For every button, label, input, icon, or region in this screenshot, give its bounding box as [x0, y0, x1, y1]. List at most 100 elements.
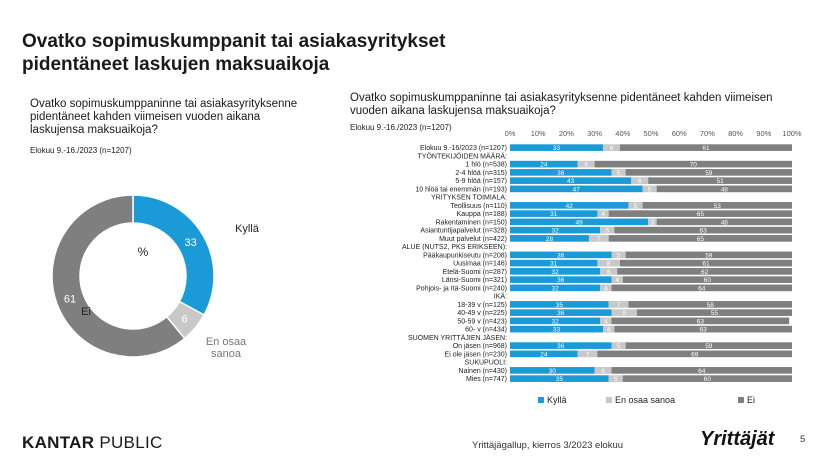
- bar-kylla: [510, 202, 629, 209]
- row-label: Mies (n=747): [466, 376, 507, 383]
- x-tick-label: 40%: [615, 129, 630, 138]
- bar-value-en-osaa-sanoa: 8: [607, 261, 611, 268]
- bar-ei: [611, 317, 790, 325]
- bar-en-osaa-sanoa: [577, 350, 598, 358]
- bar-value-en-osaa-sanoa: 5: [617, 170, 621, 177]
- donut-value-kylla: 33: [185, 237, 197, 249]
- bar-value-ei: 51: [716, 178, 724, 185]
- bar-value-en-osaa-sanoa: 9: [622, 310, 626, 317]
- bar-value-ei: 53: [714, 203, 722, 210]
- bar-value-ei: 62: [701, 269, 709, 276]
- bar-value-ei: 48: [721, 219, 729, 226]
- donut-value-ei: 61: [64, 294, 76, 306]
- legend-swatch-kylla: [538, 397, 544, 403]
- bar-en-osaa-sanoa: [603, 144, 620, 151]
- row-label: Teollisuus (n=110): [451, 203, 508, 210]
- bar-en-osaa-sanoa: [597, 259, 620, 267]
- bar-ei: [625, 251, 792, 259]
- bar-value-kylla: 32: [552, 269, 560, 276]
- donut-label-en-osaa-sanoa: En osaa sanoa: [206, 336, 247, 360]
- page-number: 5: [800, 434, 806, 445]
- row-label: 40-49 v (n=225): [457, 310, 507, 317]
- bar-kylla: [510, 367, 595, 374]
- row-label: On jäsen (n=968): [453, 343, 507, 350]
- bar-value-kylla: 36: [557, 170, 565, 177]
- bar-value-en-osaa-sanoa: 4: [607, 327, 611, 334]
- left-subtitle: Elokuu 9.-16./2023 (n=1207): [30, 146, 132, 155]
- bar-ei: [648, 177, 792, 184]
- row-label: 5-9 hlöä (n=157): [455, 178, 507, 185]
- row-label: Uusimaa (n=146): [453, 261, 507, 268]
- x-tick-label: 10%: [531, 129, 546, 138]
- bar-en-osaa-sanoa: [577, 160, 595, 168]
- bar-value-ei: 61: [702, 261, 710, 268]
- bar-value-kylla: 47: [573, 186, 581, 193]
- bar-ei: [611, 284, 792, 292]
- bar-value-en-osaa-sanoa: 5: [605, 228, 609, 235]
- bar-value-ei: 58: [707, 302, 715, 309]
- row-label: Rakentaminen (n=150): [436, 219, 507, 226]
- logo-public: PUBLIC: [99, 433, 163, 452]
- bar-value-ei: 64: [698, 368, 706, 375]
- x-tick-label: 80%: [728, 129, 743, 138]
- row-label: Nainen (n=430): [459, 368, 507, 375]
- bar-kylla: [510, 177, 632, 184]
- bar-value-kylla: 24: [540, 162, 548, 169]
- bar-en-osaa-sanoa: [588, 235, 609, 242]
- bar-kylla: [510, 375, 609, 382]
- legend-label-kylla: Kyllä: [547, 395, 567, 405]
- row-label: Etelä-Suomi (n=287): [443, 269, 507, 276]
- row-label: 1 hlö (n=538): [466, 162, 507, 169]
- bar-ei: [622, 276, 792, 283]
- bar-value-ei: 65: [697, 236, 705, 243]
- bar-value-en-osaa-sanoa: 7: [597, 236, 601, 243]
- bar-en-osaa-sanoa: [608, 375, 623, 382]
- yrittajat-logo: Yrittäjät: [700, 428, 775, 450]
- bar-value-en-osaa-sanoa: 4: [615, 277, 619, 284]
- bar-value-ei: 63: [697, 318, 705, 325]
- bar-value-en-osaa-sanoa: 4: [604, 318, 608, 325]
- bar-value-kylla: 24: [540, 351, 548, 358]
- bar-kylla: [510, 325, 604, 333]
- bar-value-kylla: 36: [557, 310, 565, 317]
- row-label: Elokuu 9.-16/2023 (n=1207): [420, 145, 507, 152]
- bar-en-osaa-sanoa: [611, 251, 626, 259]
- right-subtitle: Elokuu 9.-16./2023 (n=1207): [350, 123, 452, 132]
- logo-kantar: KANTAR: [22, 433, 95, 452]
- group-header-label: YRITYKSEN TOIMIALA:: [431, 195, 507, 202]
- bar-kylla: [510, 169, 612, 176]
- bar-kylla: [510, 350, 578, 358]
- page-title: Ovatko sopimuskumppanit tai asiakasyrity…: [22, 31, 446, 75]
- row-label: Ei ole jäsen (n=230): [445, 351, 507, 358]
- bar-kylla: [510, 284, 601, 292]
- bar-en-osaa-sanoa: [648, 218, 657, 226]
- legend-swatch-ei: [738, 397, 744, 403]
- bar-en-osaa-sanoa: [608, 301, 629, 308]
- bar-value-kylla: 36: [557, 252, 565, 259]
- group-header-label: TYÖNTEKIJÖIDEN MÄÄRÄ:: [418, 152, 508, 160]
- bar-en-osaa-sanoa: [600, 317, 612, 325]
- bar-value-kylla: 31: [550, 211, 558, 218]
- bar-kylla: [510, 259, 598, 267]
- bar-value-kylla: 32: [552, 285, 560, 292]
- row-label: 18-39 v (n=125): [457, 302, 507, 309]
- bar-en-osaa-sanoa: [631, 177, 649, 184]
- row-label: Kauppa (n=188): [457, 211, 507, 218]
- bar-value-en-osaa-sanoa: 5: [634, 203, 638, 210]
- bar-value-kylla: 33: [553, 145, 561, 152]
- bar-value-en-osaa-sanoa: 4: [604, 285, 608, 292]
- bar-ei: [614, 226, 792, 234]
- bar-value-en-osaa-sanoa: 3: [651, 219, 655, 226]
- bar-value-en-osaa-sanoa: 5: [617, 252, 621, 259]
- group-header-label: SUKUPUOLI:: [465, 360, 507, 367]
- bar-kylla: [510, 218, 649, 226]
- bar-value-ei: 63: [700, 327, 708, 334]
- bar-value-en-osaa-sanoa: 6: [607, 269, 611, 276]
- bar-ei: [619, 144, 792, 151]
- x-tick-label: 0%: [505, 129, 516, 138]
- bar-kylla: [510, 210, 598, 217]
- bar-ei: [608, 235, 792, 242]
- row-label: 10 hlöä tai enemmän (n=193): [415, 186, 507, 193]
- bar-en-osaa-sanoa: [628, 202, 643, 209]
- bar-en-osaa-sanoa: [600, 226, 615, 234]
